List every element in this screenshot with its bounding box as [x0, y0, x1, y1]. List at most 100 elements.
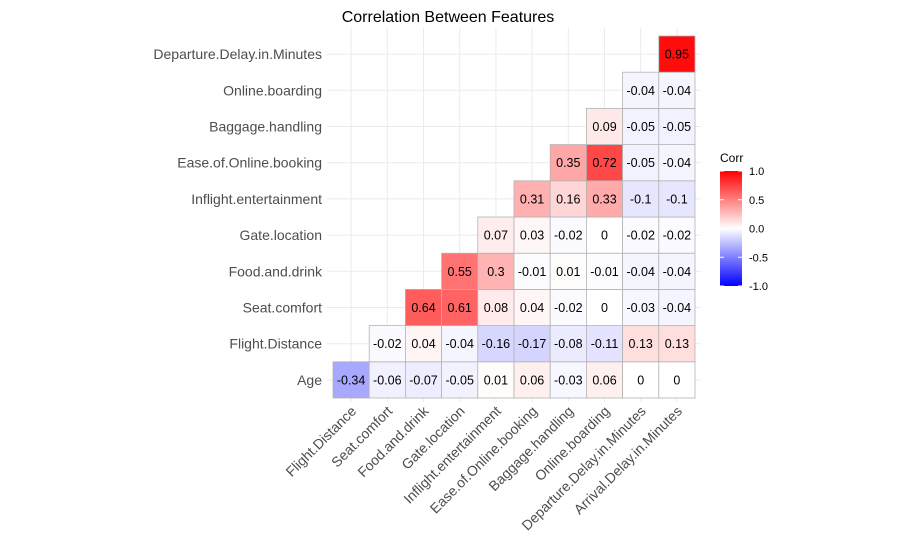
- cell-value-label: 0.13: [629, 337, 653, 351]
- y-tick-label: Online.boarding: [223, 82, 322, 98]
- heatmap-cell: [513, 361, 551, 399]
- heatmap-cell: [586, 361, 624, 399]
- cell-value-label: -0.04: [663, 301, 692, 315]
- heatmap-cell: [513, 252, 551, 290]
- cell-value-label: -0.11: [591, 337, 619, 351]
- cell-value-label: 0.35: [556, 156, 580, 170]
- cell-value-label: 0.61: [448, 301, 472, 315]
- cell-value-label: 0.08: [484, 301, 508, 315]
- cell-value-label: -0.02: [554, 301, 583, 315]
- cell-value-label: 0.06: [592, 373, 616, 387]
- y-tick-label: Food.and.drink: [229, 263, 323, 279]
- y-tick-label: Flight.Distance: [229, 336, 322, 352]
- cell-value-label: 0: [673, 373, 680, 387]
- legend-tick-label: -1.0: [749, 281, 768, 293]
- x-axis-tick-labels: Flight.DistanceSeat.comfortFood.and.drin…: [282, 402, 685, 533]
- cell-value-label: -0.03: [626, 301, 655, 315]
- heatmap-cell: [477, 325, 515, 363]
- heatmap-cell: [658, 71, 696, 109]
- cell-value-label: 0.72: [592, 156, 616, 170]
- legend-tick-label: -0.5: [749, 252, 768, 264]
- cell-value-label: -0.06: [373, 373, 402, 387]
- cell-value-label: 0.09: [592, 120, 616, 134]
- color-legend: Corr 1.0 0.5 0.0 -0.5 -1.0: [720, 151, 768, 293]
- heatmap-cell: [658, 361, 696, 399]
- heatmap-cell: [586, 180, 624, 218]
- heatmap-cell: [622, 216, 660, 254]
- heatmap-cell: [513, 180, 551, 218]
- cell-value-label: 0.95: [665, 48, 689, 62]
- heatmap-cell: [404, 361, 442, 399]
- heatmap-cell: [658, 288, 696, 326]
- heatmap-cell: [586, 325, 624, 363]
- cell-value-label: -0.05: [626, 120, 655, 134]
- cell-value-label: -0.04: [663, 265, 692, 279]
- cell-value-label: 0.3: [487, 265, 504, 279]
- chart-title: Correlation Between Features: [342, 9, 555, 26]
- cell-value-label: -0.34: [337, 373, 366, 387]
- cell-value-label: -0.04: [445, 337, 474, 351]
- y-tick-label: Seat.comfort: [243, 300, 322, 316]
- cell-value-label: -0.08: [554, 337, 583, 351]
- cell-value-label: 0.31: [520, 192, 544, 206]
- cell-value-label: 0.13: [665, 337, 689, 351]
- cell-value-label: -0.07: [409, 373, 438, 387]
- heatmap-cell: [622, 361, 660, 399]
- cell-value-label: -0.02: [626, 229, 655, 243]
- cell-value-label: -0.05: [445, 373, 474, 387]
- heatmap-cell: [441, 361, 479, 399]
- heatmap-cell: [622, 144, 660, 182]
- heatmap-cell: [549, 361, 587, 399]
- heatmap-cell: [622, 252, 660, 290]
- cell-value-label: -0.1: [666, 192, 688, 206]
- y-tick-label: Ease.of.Online.booking: [177, 155, 322, 171]
- heatmap-cell: [368, 361, 406, 399]
- cell-value-label: -0.03: [554, 373, 583, 387]
- heatmap-cell: [549, 216, 587, 254]
- cell-value-label: 0: [601, 301, 608, 315]
- y-tick-label: Departure.Delay.in.Minutes: [153, 46, 322, 62]
- heatmap-cell: [658, 252, 696, 290]
- cell-value-label: 0: [601, 229, 608, 243]
- cell-value-label: -0.02: [663, 229, 692, 243]
- cell-value-label: -0.02: [373, 337, 402, 351]
- cell-value-label: 0.16: [556, 192, 580, 206]
- cell-value-label: -0.04: [663, 156, 692, 170]
- cell-value-label: 0.03: [520, 229, 544, 243]
- cell-value-label: -0.01: [590, 265, 619, 279]
- cell-value-label: -0.02: [554, 229, 583, 243]
- heatmap-cell: [441, 325, 479, 363]
- legend-tick-label: 1.0: [749, 166, 764, 178]
- cell-value-label: -0.16: [482, 337, 511, 351]
- cell-value-label: 0.33: [592, 192, 616, 206]
- heatmap-cell: [658, 216, 696, 254]
- heatmap-cell: [404, 288, 442, 326]
- heatmap-cell: [513, 288, 551, 326]
- cell-value-label: -0.1: [630, 192, 652, 206]
- heatmap-cell: [549, 144, 587, 182]
- cell-value-label: 0.04: [520, 301, 544, 315]
- heatmap-cell: [586, 216, 624, 254]
- y-tick-label: Age: [297, 372, 322, 388]
- cell-value-label: -0.17: [518, 337, 547, 351]
- cell-value-label: -0.04: [626, 265, 655, 279]
- y-tick-label: Baggage.handling: [209, 119, 322, 135]
- cell-value-label: 0.01: [556, 265, 580, 279]
- heatmap-cell: [622, 71, 660, 109]
- cell-value-label: -0.01: [518, 265, 547, 279]
- cell-value-label: -0.04: [626, 84, 655, 98]
- y-axis-tick-labels: Age Flight.Distance Seat.comfort Food.and.d…: [153, 46, 323, 388]
- cell-value-label: 0: [637, 373, 644, 387]
- cell-value-label: -0.05: [626, 156, 655, 170]
- heatmap-cell: [368, 325, 406, 363]
- legend-tick-label: 0.5: [749, 195, 764, 207]
- heatmap-cells: -0.34 -0.06 -0.07 -0.05 0.01 0.06 -0.03 0.06 0 0 -…: [332, 35, 696, 399]
- heatmap-cell: [332, 361, 370, 399]
- heatmap-cell: [586, 144, 624, 182]
- heatmap-cell: [513, 216, 551, 254]
- legend-tick-label: 0.0: [749, 224, 764, 236]
- heatmap-cell: [513, 325, 551, 363]
- cell-value-label: -0.05: [663, 120, 692, 134]
- heatmap-cell: [622, 288, 660, 326]
